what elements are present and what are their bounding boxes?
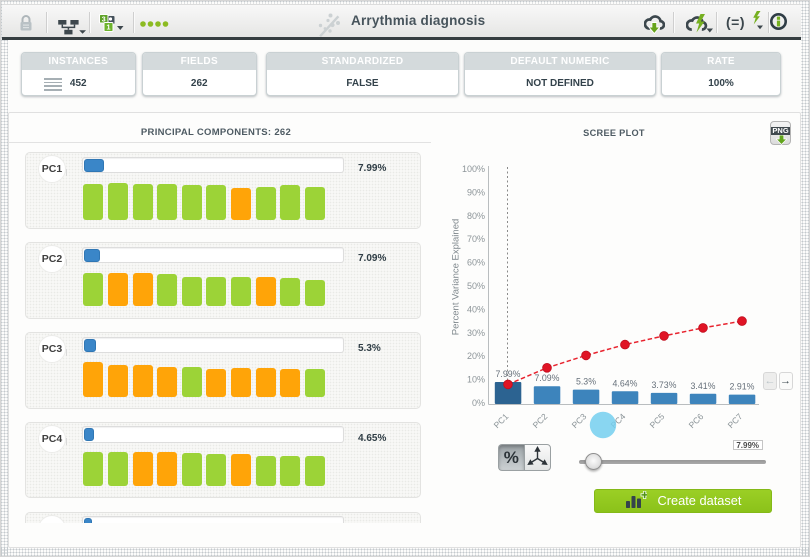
- svg-text:1: 1: [106, 23, 110, 32]
- svg-text:7.09%: 7.09%: [535, 373, 560, 383]
- svg-text:10%: 10%: [467, 375, 485, 385]
- svg-text:PC7: PC7: [726, 411, 745, 430]
- svg-text:7.99%: 7.99%: [496, 369, 521, 379]
- svg-text:PC6: PC6: [687, 411, 706, 430]
- svg-text:3.41%: 3.41%: [691, 381, 716, 391]
- svg-text:3.73%: 3.73%: [652, 380, 677, 390]
- svg-text:40%: 40%: [467, 304, 485, 314]
- svg-text:Percent Variance Explained: Percent Variance Explained: [451, 219, 462, 336]
- svg-text:PC5: PC5: [648, 411, 667, 430]
- svg-text:PC1: PC1: [492, 411, 511, 430]
- svg-text:3: 3: [102, 16, 106, 23]
- svg-text:80%: 80%: [467, 211, 485, 221]
- svg-text:70%: 70%: [467, 234, 485, 244]
- svg-text:PC2: PC2: [531, 411, 550, 430]
- svg-text:30%: 30%: [467, 328, 485, 338]
- svg-text:PC3: PC3: [570, 411, 589, 430]
- svg-text:20%: 20%: [467, 351, 485, 361]
- svg-text:5.3%: 5.3%: [576, 377, 596, 387]
- svg-text:100%: 100%: [462, 164, 485, 174]
- svg-text:50%: 50%: [467, 281, 485, 291]
- svg-text:4.64%: 4.64%: [613, 378, 638, 388]
- svg-text:60%: 60%: [467, 258, 485, 268]
- svg-text:90%: 90%: [467, 187, 485, 197]
- svg-text:2.91%: 2.91%: [730, 382, 755, 392]
- svg-text:0%: 0%: [472, 398, 485, 408]
